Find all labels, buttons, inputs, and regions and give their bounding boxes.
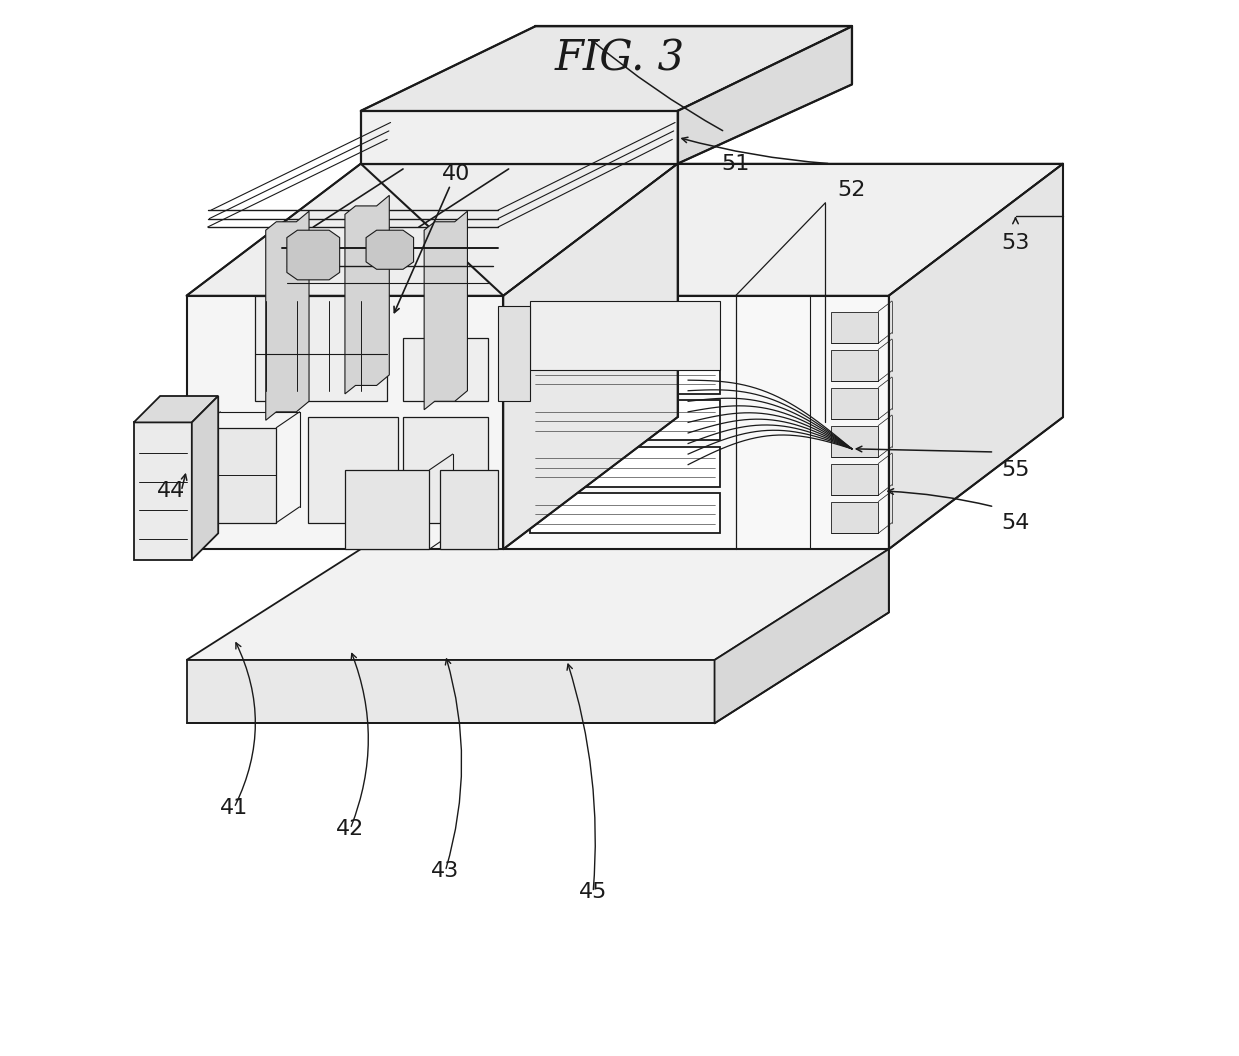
Polygon shape [361,26,852,111]
Polygon shape [403,338,487,401]
Text: 51: 51 [721,154,750,173]
Polygon shape [424,211,467,410]
Polygon shape [503,164,678,549]
Polygon shape [888,164,1063,549]
Polygon shape [344,195,389,394]
Polygon shape [530,400,720,440]
Polygon shape [830,312,878,343]
Polygon shape [830,502,878,533]
Polygon shape [287,230,339,280]
Text: 54: 54 [1001,513,1030,532]
Polygon shape [134,396,218,422]
Polygon shape [187,549,888,660]
Text: 53: 53 [1001,233,1030,252]
Polygon shape [715,549,888,723]
Polygon shape [498,306,530,401]
Polygon shape [265,211,309,420]
Polygon shape [503,296,888,549]
Polygon shape [134,422,192,560]
Polygon shape [503,164,1063,296]
Polygon shape [530,447,720,487]
Polygon shape [830,464,878,495]
Text: 42: 42 [336,819,364,838]
Polygon shape [530,493,720,533]
Polygon shape [187,660,715,723]
Text: 43: 43 [431,862,460,881]
Polygon shape [361,111,678,164]
Polygon shape [192,396,218,560]
Polygon shape [187,164,678,296]
Polygon shape [187,296,503,549]
Polygon shape [830,426,878,457]
Text: 41: 41 [221,798,248,817]
Polygon shape [344,470,430,549]
Polygon shape [440,470,498,549]
Polygon shape [255,296,387,401]
Text: FIG. 3: FIG. 3 [554,37,685,79]
Polygon shape [830,350,878,381]
Text: 55: 55 [1001,460,1030,479]
Polygon shape [366,230,414,269]
Polygon shape [403,417,487,523]
Polygon shape [197,428,276,523]
Text: 40: 40 [441,165,470,184]
Polygon shape [530,307,720,347]
Text: 52: 52 [838,181,866,200]
Text: 44: 44 [156,482,185,501]
Polygon shape [678,26,852,164]
Text: 45: 45 [579,883,607,902]
Polygon shape [309,417,398,523]
Polygon shape [530,354,720,394]
Polygon shape [830,388,878,419]
Polygon shape [530,301,720,370]
